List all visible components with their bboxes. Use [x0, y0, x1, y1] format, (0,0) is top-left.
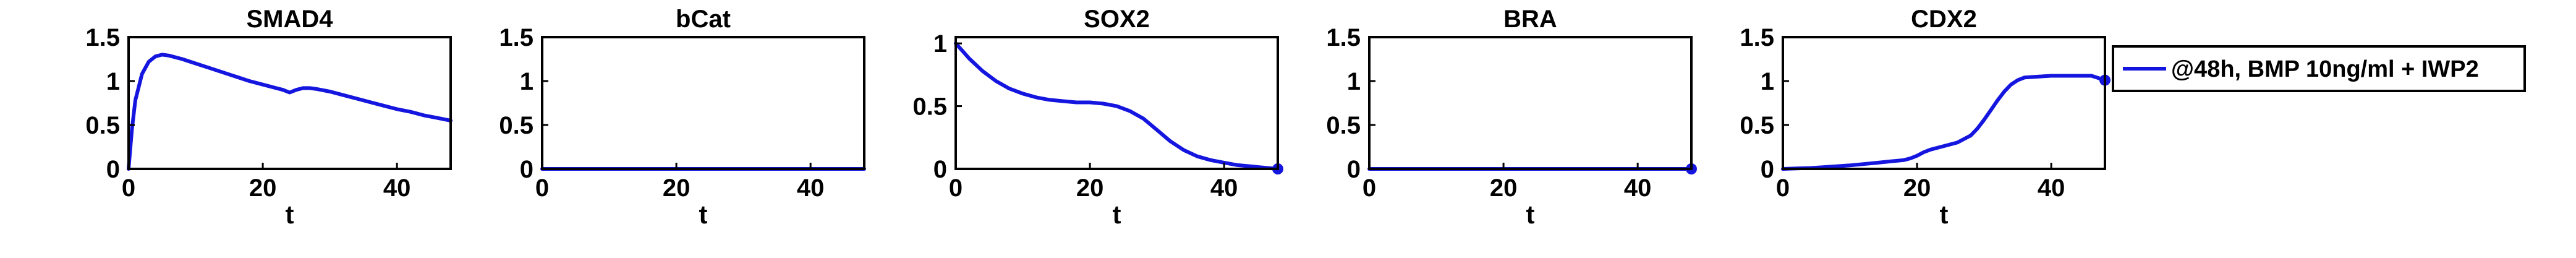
panel-title: bCat: [676, 6, 731, 33]
x-tick-label: 20: [1903, 174, 1931, 202]
x-tick-label: 40: [1624, 174, 1652, 202]
x-axis-label: t: [1113, 200, 1121, 229]
y-tick-label: 1: [1347, 68, 1361, 95]
axes-box: [1368, 36, 1693, 170]
axes-box: [541, 36, 865, 170]
axes-box: [954, 36, 1279, 170]
panel-title: SMAD4: [246, 6, 333, 33]
x-tick-label: 0: [1776, 174, 1790, 202]
series-line: [954, 41, 1280, 171]
panel-title: BRA: [1503, 6, 1557, 33]
panel-smad4: SMAD4 0 20 40 0 0.5 1 1.5 t: [85, 6, 453, 229]
y-tick-label: 0: [520, 156, 533, 183]
panel-sox2: SOX2 0 20 40 0 0.5 1 t: [912, 6, 1283, 229]
panel-bra: BRA 0 20 40 0 0.5 1 1.5 t: [1326, 6, 1697, 229]
y-tick-label: 1.5: [1740, 24, 1774, 51]
series-line: [127, 53, 453, 171]
panel-cdx2: CDX2 0 20 40 0 0.5 1 1.5 t: [1740, 6, 2111, 229]
x-axis-label: t: [699, 200, 708, 229]
x-axis-label: t: [286, 200, 294, 229]
panel-title: SOX2: [1084, 6, 1150, 33]
series-line: [1781, 74, 2107, 171]
axes-box: [1782, 36, 2106, 170]
x-tick-label: 20: [1490, 174, 1518, 202]
y-tick-label: 1.5: [1326, 24, 1361, 51]
y-tick-label: 1.5: [85, 24, 120, 51]
x-tick-label: 40: [383, 174, 411, 202]
x-tick-label: 40: [797, 174, 825, 202]
y-tick-label: 0: [106, 156, 120, 183]
y-tick-label: 1.5: [499, 24, 533, 51]
x-tick-label: 0: [535, 174, 549, 202]
x-axis-label: t: [1940, 200, 1949, 229]
x-tick-label: 0: [1362, 174, 1376, 202]
y-tick-label: 0.5: [85, 112, 120, 139]
legend-box: [2112, 45, 2526, 92]
x-tick-label: 20: [663, 174, 691, 202]
x-tick-label: 20: [1076, 174, 1104, 202]
legend: @48h, BMP 10ng/ml + IWP2: [2112, 45, 2526, 92]
y-tick-label: 0.5: [499, 112, 533, 139]
axes-box: [127, 36, 452, 170]
y-tick-label: 1: [1761, 68, 1774, 95]
x-tick-label: 0: [122, 174, 135, 202]
x-tick-label: 40: [1210, 174, 1238, 202]
panel-title: CDX2: [1911, 6, 1977, 33]
x-tick-label: 20: [249, 174, 277, 202]
y-tick-label: 0.5: [912, 93, 947, 121]
y-tick-label: 0: [933, 156, 947, 183]
y-tick-label: 1: [106, 68, 120, 95]
x-axis-label: t: [1526, 200, 1535, 229]
x-tick-label: 0: [949, 174, 963, 202]
y-tick-label: 0.5: [1740, 112, 1774, 139]
y-tick-label: 0: [1761, 156, 1774, 183]
y-tick-label: 1: [520, 68, 533, 95]
y-tick-label: 0.5: [1326, 112, 1361, 139]
legend-label: @48h, BMP 10ng/ml + IWP2: [2171, 56, 2479, 82]
y-tick-label: 0: [1347, 156, 1361, 183]
y-tick-label: 1: [933, 30, 947, 58]
x-tick-label: 40: [2038, 174, 2065, 202]
panel-bcat: bCat 0 20 40 0 0.5 1 1.5 t: [499, 6, 866, 229]
